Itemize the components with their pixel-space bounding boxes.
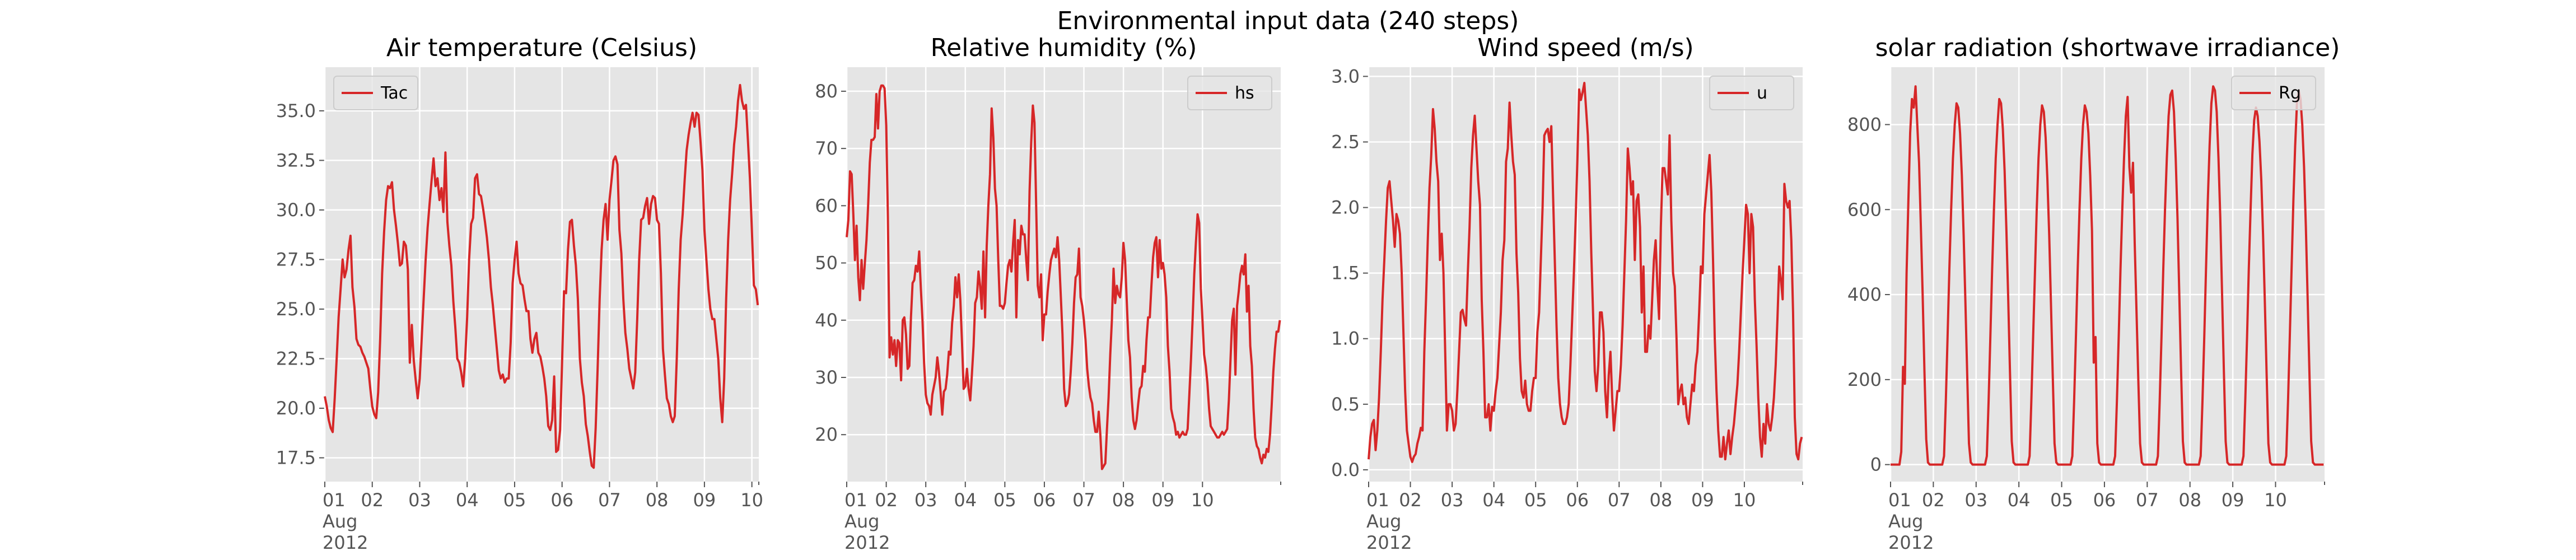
series-line-Tac <box>324 83 759 469</box>
x-tick-label: 07 <box>1608 489 1631 511</box>
x-tick-label: 03 <box>1441 489 1464 511</box>
x-tick-label: 09 <box>1691 489 1714 511</box>
y-tick-label: 35.0 <box>276 100 316 122</box>
y-tick-label: 2.0 <box>1331 197 1360 218</box>
y-tick-label: 32.5 <box>276 150 316 171</box>
y-tick-label: 30 <box>815 367 838 388</box>
legend: Tac <box>333 76 418 110</box>
y-tick-label: 50 <box>815 253 838 274</box>
subplots: 17.5 20.0 22.5 25.0 27.5 30.0 32.5 35.0 01 Aug 201… <box>276 34 2340 553</box>
y-tick-label: 20 <box>815 424 838 445</box>
plot-area <box>847 67 1281 482</box>
series-line-Rg <box>1891 85 2324 466</box>
y-tick-label: 1.0 <box>1331 328 1360 349</box>
legend-label: u <box>1757 83 1767 103</box>
figure-title: Environmental input data (240 steps) <box>1057 7 1519 35</box>
x-tick-label: 03 <box>914 489 937 511</box>
legend-box <box>2231 76 2316 110</box>
legend-label: hs <box>1235 83 1254 103</box>
y-tick-label: 400 <box>1847 284 1882 305</box>
x-tick-label: 05 <box>993 489 1016 511</box>
x-tick-label: 07 <box>598 489 621 511</box>
x-tick-label: 01 Aug 2012 <box>323 489 368 553</box>
x-tick-label: 09 <box>2222 489 2244 511</box>
x-tick-label: 04 <box>1482 489 1505 511</box>
x-tick-label: 08 <box>2178 489 2201 511</box>
series-line-hs <box>846 84 1281 470</box>
y-tick-label: 22.5 <box>276 348 316 369</box>
legend-box <box>333 76 418 110</box>
legend: u <box>1709 76 1794 110</box>
y-tick-label: 0 <box>1870 454 1882 475</box>
x-tick-label: 10 <box>740 489 763 511</box>
y-tick-label: 2.5 <box>1331 131 1360 152</box>
y-tick-label: 800 <box>1847 114 1882 135</box>
x-tick-label: 01 Aug 2012 <box>1366 489 1412 553</box>
y-tick-label: 0.5 <box>1331 394 1360 415</box>
x-tick-label: 09 <box>693 489 716 511</box>
x-tick-label: 03 <box>408 489 431 511</box>
x-tick-label: 05 <box>2050 489 2073 511</box>
legend: hs <box>1187 76 1272 110</box>
legend-box <box>1709 76 1794 110</box>
x-tick-label: 04 <box>2008 489 2031 511</box>
y-tick-label: 3.0 <box>1331 66 1360 87</box>
subplot-title: Air temperature (Celsius) <box>386 34 697 62</box>
y-tick-label: 70 <box>815 138 838 159</box>
legend: Rg <box>2231 76 2316 110</box>
subplot-title: Wind speed (m/s) <box>1477 34 1693 62</box>
x-tick-label: 03 <box>1964 489 1987 511</box>
y-tick-label: 200 <box>1847 369 1882 390</box>
x-tick-label: 02 <box>875 489 898 511</box>
y-tick-label: 30.0 <box>276 199 316 221</box>
y-tick-label: 1.5 <box>1331 263 1360 284</box>
y-tick-label: 0.0 <box>1331 459 1360 480</box>
legend-label: Rg <box>2279 83 2301 103</box>
x-tick-label: 10 <box>2264 489 2287 511</box>
x-tick-label: 09 <box>1151 489 1174 511</box>
x-tick-label: 07 <box>1072 489 1095 511</box>
x-tick-label: 02 <box>1399 489 1422 511</box>
x-tick-label: 02 <box>1922 489 1945 511</box>
y-tick-label: 600 <box>1847 199 1882 220</box>
x-tick-label: 05 <box>503 489 526 511</box>
x-tick-label: 10 <box>1191 489 1214 511</box>
subplot-title: Relative humidity (%) <box>931 34 1197 62</box>
y-tick-label: 20.0 <box>276 398 316 419</box>
x-tick-label: 08 <box>1649 489 1672 511</box>
x-tick-label: 06 <box>1566 489 1589 511</box>
x-tick-label: 06 <box>2093 489 2116 511</box>
x-tick-label: 06 <box>550 489 573 511</box>
legend-label: Tac <box>380 83 408 103</box>
x-tick-label: 07 <box>2136 489 2159 511</box>
x-tick-label: 10 <box>1733 489 1756 511</box>
legend-box <box>1187 76 1272 110</box>
y-tick-label: 27.5 <box>276 249 316 270</box>
y-tick-label: 17.5 <box>276 447 316 469</box>
x-tick-label: 08 <box>1112 489 1135 511</box>
series-line-u <box>1368 82 1803 463</box>
x-tick-label: 01 Aug 2012 <box>844 489 890 553</box>
y-tick-label: 25.0 <box>276 298 316 320</box>
x-tick-label: 04 <box>456 489 479 511</box>
x-tick-label: 01 Aug 2012 <box>1888 489 1934 553</box>
x-tick-label: 02 <box>361 489 384 511</box>
y-tick-label: 80 <box>815 81 838 102</box>
x-tick-label: 06 <box>1033 489 1056 511</box>
x-tick-label: 08 <box>646 489 669 511</box>
subplot-1: 17.5 20.0 22.5 25.0 27.5 30.0 32.5 35.0 01 Aug 201… <box>276 34 763 553</box>
x-tick-label: 05 <box>1524 489 1547 511</box>
plot-area <box>325 67 759 482</box>
y-tick-label: 40 <box>815 310 838 331</box>
subplot-title: solar radiation (shortwave irradiance) <box>1875 34 2340 62</box>
plot-area <box>1369 67 1803 482</box>
x-tick-label: 04 <box>954 489 977 511</box>
y-tick-label: 60 <box>815 195 838 216</box>
